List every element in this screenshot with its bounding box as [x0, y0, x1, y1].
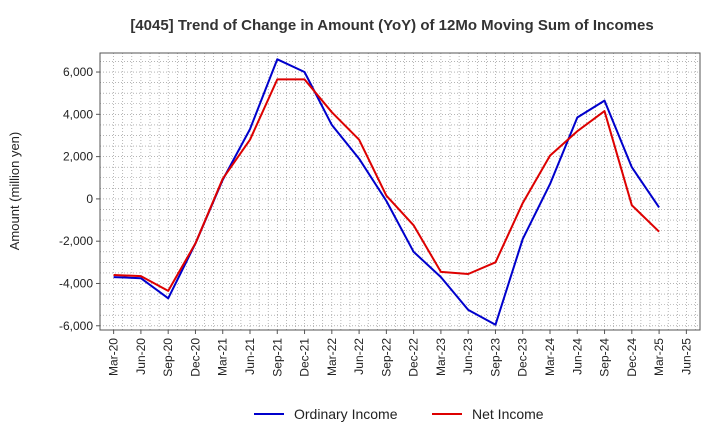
chart-title: [4045] Trend of Change in Amount (YoY) o…: [130, 17, 653, 34]
x-axis-ticks: Mar-20 Jun-20 Sep-20 Dec-20 Mar-21 Jun-21 Sep-…: [107, 330, 693, 377]
x-tick-label: Mar-23: [434, 338, 448, 376]
x-tick-label: Jun-22: [352, 338, 366, 375]
x-tick-label: Jun-24: [570, 338, 584, 375]
y-tick-label: 4,000: [63, 107, 93, 121]
x-tick-label: Jun-20: [134, 338, 148, 375]
legend-label: Ordinary Income: [294, 406, 398, 422]
x-tick-label: Jun-23: [461, 338, 475, 375]
y-axis-ticks: -6,000 -4,000 -2,000 0 2,000 4,000 6,000: [59, 65, 100, 333]
grid-lines: [100, 53, 700, 330]
legend: Ordinary Income Net Income: [254, 406, 544, 422]
x-tick-label: Mar-24: [543, 338, 557, 376]
x-tick-label: Mar-22: [325, 338, 339, 376]
x-tick-label: Dec-24: [625, 338, 639, 377]
x-tick-label: Dec-20: [188, 338, 202, 377]
x-tick-label: Jun-21: [243, 338, 257, 375]
x-tick-label: Sep-22: [379, 338, 393, 377]
x-tick-label: Sep-24: [598, 338, 612, 377]
series-lines: [113, 58, 660, 326]
x-tick-label: Mar-20: [107, 338, 121, 376]
series-line-net-income: [113, 78, 660, 292]
plot-border: [99, 52, 701, 331]
x-tick-label: Sep-20: [161, 338, 175, 377]
y-axis-label: Amount (million yen): [7, 132, 22, 251]
x-tick-label: Sep-23: [488, 338, 502, 377]
y-tick-label: -2,000: [59, 234, 93, 248]
y-tick-label: 2,000: [63, 150, 93, 164]
plot-area: [100, 53, 700, 330]
y-tick-label: 0: [86, 192, 93, 206]
x-tick-label: Dec-21: [298, 338, 312, 377]
x-tick-label: Dec-22: [407, 338, 421, 377]
x-tick-label: Sep-21: [270, 338, 284, 377]
x-tick-label: Dec-23: [516, 338, 530, 377]
x-tick-label: Mar-21: [216, 338, 230, 376]
x-tick-label: Jun-25: [679, 338, 693, 375]
x-tick-label: Mar-25: [652, 338, 666, 376]
y-tick-label: -4,000: [59, 276, 93, 290]
y-tick-label: 6,000: [63, 65, 93, 79]
y-tick-label: -6,000: [59, 319, 93, 333]
legend-label: Net Income: [472, 406, 544, 422]
